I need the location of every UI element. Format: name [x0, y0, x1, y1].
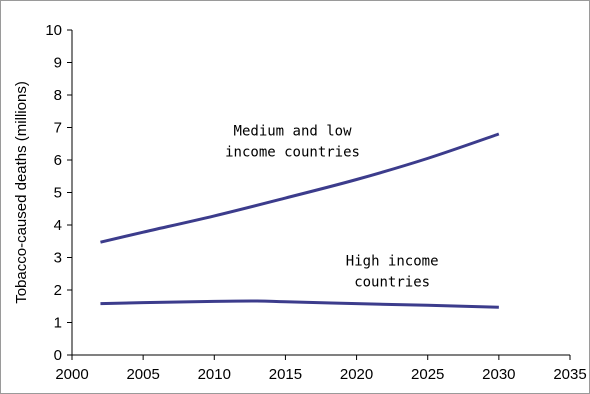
- series-line-2: [100, 299, 499, 309]
- y-axis-title: Tobacco-caused deaths (millions): [13, 81, 30, 304]
- y-tick-label: 6: [54, 152, 62, 169]
- x-tick-label: 2010: [198, 366, 231, 383]
- y-tick-label: 1: [54, 315, 62, 332]
- x-tick-label: 2035: [553, 366, 586, 383]
- annotation-label: High income countries: [346, 254, 439, 291]
- x-tick-label: 2000: [55, 366, 88, 383]
- series-lines: [100, 132, 500, 309]
- y-tick-label: 9: [54, 55, 62, 72]
- y-tick-label: 0: [54, 347, 62, 364]
- annotation-line: High income: [346, 254, 439, 270]
- series-line-1: [100, 132, 500, 244]
- annotation-line: countries: [354, 275, 430, 291]
- x-tick-label: 2020: [340, 366, 373, 383]
- annotation-line: Medium and low: [234, 124, 353, 140]
- y-tick-label: 8: [54, 87, 62, 104]
- annotation-label: Medium and low income countries: [225, 124, 360, 161]
- y-tick-label: 3: [54, 250, 62, 267]
- annotation-line: income countries: [225, 145, 360, 161]
- x-tick-label: 2030: [482, 366, 515, 383]
- y-tick-label: 10: [45, 22, 62, 39]
- y-tick-label: 5: [54, 185, 62, 202]
- x-tick-label: 2025: [411, 366, 444, 383]
- x-tick-label: 2005: [126, 366, 159, 383]
- y-tick-label: 4: [54, 217, 62, 234]
- axes: 0 1 2 3 4 5 6 7 8 9 10 2000 2005 2010 2015 2020 2025 2030…: [45, 22, 586, 383]
- y-tick-label: 2: [54, 282, 62, 299]
- annotations: Medium and low income countries High incom…: [225, 124, 438, 291]
- y-tick-label: 7: [54, 120, 62, 137]
- x-tick-label: 2015: [269, 366, 302, 383]
